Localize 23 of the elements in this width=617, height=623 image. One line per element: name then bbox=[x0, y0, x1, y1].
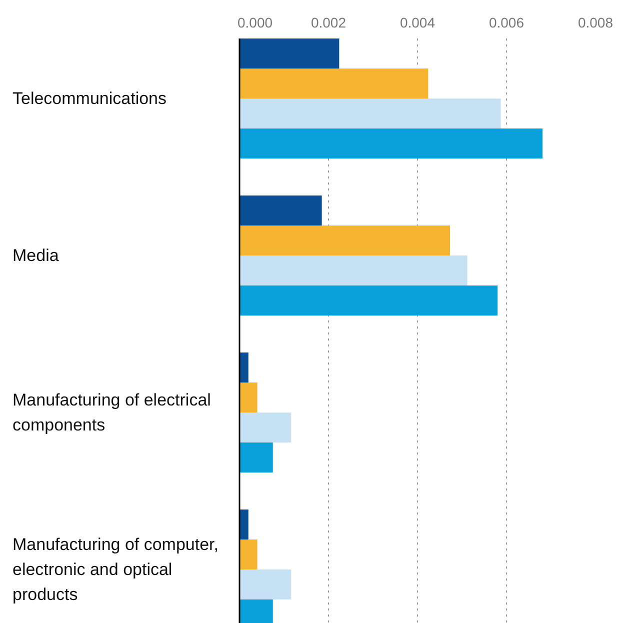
y-tick-label: Manufacturing of electrical components bbox=[12, 390, 211, 434]
bar bbox=[240, 382, 258, 412]
bar bbox=[240, 412, 292, 442]
bar bbox=[240, 68, 428, 98]
bar bbox=[240, 98, 501, 128]
y-tick-label: Telecommunications bbox=[12, 89, 167, 108]
x-tick-label: 0.004 bbox=[400, 14, 436, 30]
bar bbox=[240, 286, 498, 316]
bar bbox=[240, 442, 273, 472]
bar bbox=[240, 196, 322, 226]
x-tick-label: 0.000 bbox=[238, 14, 273, 30]
bar bbox=[240, 226, 450, 256]
bar bbox=[240, 540, 258, 570]
bar bbox=[240, 510, 248, 540]
y-tick-label: Manufacturing of computer, electronic and optical products bbox=[12, 535, 219, 604]
x-tick-label: 0.006 bbox=[488, 14, 524, 30]
bar bbox=[240, 352, 248, 382]
x-tick-label: 0.008 bbox=[578, 14, 614, 30]
y-tick-label: Media bbox=[12, 246, 60, 265]
bar bbox=[240, 128, 543, 158]
bar bbox=[240, 38, 340, 68]
bar bbox=[240, 256, 468, 286]
x-tick-label: 0.002 bbox=[310, 14, 346, 30]
